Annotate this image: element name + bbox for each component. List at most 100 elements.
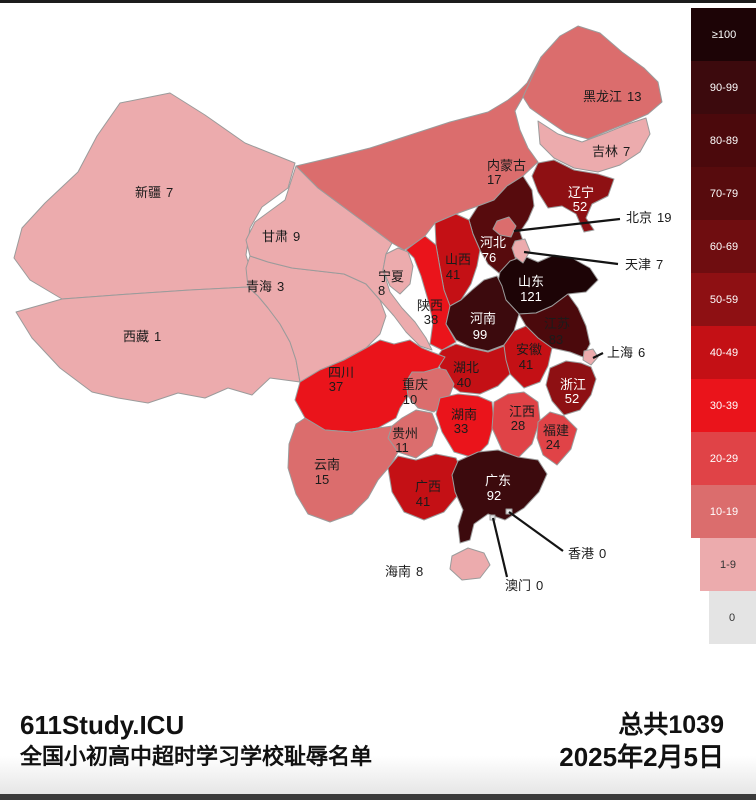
label-liaoning-name: 辽宁: [568, 185, 594, 200]
label-fujian-name: 福建: [543, 423, 569, 438]
legend-swatch-60-69: [691, 220, 756, 273]
legend-swatch-1-9: [700, 538, 756, 591]
label-ningxia-value: 8: [378, 283, 385, 298]
label-zhejiang-name: 浙江: [560, 377, 586, 392]
callout-line-shanghai: [592, 352, 604, 359]
label-guizhou-name: 贵州: [392, 426, 418, 441]
province-shaanxi: [405, 235, 457, 351]
legend-swatch-0: [709, 591, 756, 644]
label-sichuan-name: 四川: [328, 365, 354, 380]
label-yunnan-name: 云南: [314, 457, 340, 472]
legend-swatch-70-79: [691, 167, 756, 220]
label-hubei-name: 湖北: [453, 360, 479, 375]
legend-swatch-40-49: [691, 326, 756, 379]
legend-label-40-49: 40-49: [710, 347, 738, 359]
label-anhui-value: 41: [519, 357, 533, 372]
map-container: 新疆 7 西藏 1 青海 3 甘肃 9 宁夏 8 内蒙古 17 黑龙江 13 吉林 7 辽宁…: [0, 3, 756, 690]
legend-label-gte100: ≥100: [712, 29, 736, 41]
legend-swatch-80-89: [691, 114, 756, 167]
legend-swatch-50-59: [691, 273, 756, 326]
province-shandong: [496, 254, 599, 315]
province-jiangxi: [491, 391, 541, 459]
legend-label-90-99: 90-99: [710, 82, 738, 94]
label-macau: 澳门 0: [505, 578, 543, 593]
legend-swatch-90-99: [691, 61, 756, 114]
label-hebei-name: 河北: [480, 235, 506, 250]
label-ningxia-name: 宁夏: [378, 269, 404, 284]
label-guangdong-value: 92: [487, 488, 501, 503]
label-gansu: 甘肃 9: [262, 229, 300, 244]
label-henan-value: 99: [473, 327, 487, 342]
province-heilongjiang: [522, 25, 663, 140]
callout-line-beijing: [513, 217, 621, 233]
legend-label-10-19: 10-19: [710, 506, 738, 518]
label-guangdong-name: 广东: [485, 473, 511, 488]
province-tianjin: [511, 238, 531, 264]
callout-line-tianjin: [523, 250, 619, 266]
province-ningxia: [382, 247, 414, 295]
province-hainan: [449, 547, 491, 581]
legend-label-0: 0: [729, 612, 735, 624]
label-shanghai: 上海 6: [607, 345, 645, 360]
province-neimenggu: [295, 56, 542, 251]
china-choropleth-map: 新疆 7 西藏 1 青海 3 甘肃 9 宁夏 8 内蒙古 17 黑龙江 13 吉林 7 辽宁…: [13, 8, 756, 644]
page-title: 全国小初高中超时学习学校耻辱名单: [20, 744, 373, 769]
province-beijing: [492, 216, 517, 238]
label-neimenggu-name: 内蒙古: [487, 158, 526, 173]
label-jiangsu-name: 江苏: [544, 316, 570, 331]
legend-label-20-29: 20-29: [710, 453, 738, 465]
label-hunan-value: 33: [454, 421, 468, 436]
label-tianjin: 天津 7: [625, 257, 663, 272]
label-guangxi-name: 广西: [415, 479, 441, 494]
label-hubei-value: 40: [457, 375, 471, 390]
label-shandong-name: 山东: [518, 274, 544, 289]
label-hainan: 海南 8: [385, 564, 423, 579]
label-chongqing-name: 重庆: [402, 377, 428, 392]
label-guangxi-value: 41: [416, 494, 430, 509]
legend-swatch-gte100: [691, 8, 756, 61]
label-fujian-value: 24: [546, 437, 560, 452]
legend-label-60-69: 60-69: [710, 241, 738, 253]
legend-swatch-30-39: [691, 379, 756, 432]
top-edge-bar: [0, 0, 756, 3]
label-henan-name: 河南: [470, 311, 496, 326]
province-liaoning: [531, 159, 615, 233]
label-liaoning-value: 52: [573, 199, 587, 214]
label-yunnan-value: 15: [315, 472, 329, 487]
footer-right: 总共1039 2025年2月5日: [559, 708, 724, 772]
label-shaanxi-value: 38: [424, 312, 438, 327]
label-hunan-name: 湖南: [451, 407, 477, 422]
footer-left: 611Study.ICU 全国小初高中超时学习学校耻辱名单: [20, 708, 372, 772]
label-jiangxi-value: 28: [511, 418, 525, 433]
report-date: 2025年2月5日: [559, 742, 724, 772]
label-tibet: 西藏 1: [123, 329, 161, 344]
callout-line-hongkong: [508, 511, 564, 552]
label-hongkong: 香港 0: [568, 546, 606, 561]
legend-label-70-79: 70-79: [710, 188, 738, 200]
legend-label-80-89: 80-89: [710, 135, 738, 147]
label-shanxi-value: 41: [446, 267, 460, 282]
label-heilongjiang: 黑龙江 13: [583, 89, 641, 104]
label-shaanxi-name: 陕西: [417, 298, 443, 313]
label-jiangsu-value: 83: [549, 332, 563, 347]
province-jilin: [537, 117, 651, 173]
label-qinghai: 青海 3: [246, 279, 284, 294]
province-tibet: [15, 286, 301, 404]
label-shanxi-name: 山西: [445, 252, 471, 267]
label-beijing: 北京 19: [626, 210, 671, 225]
legend-label-30-39: 30-39: [710, 400, 738, 412]
label-zhejiang-value: 52: [565, 391, 579, 406]
province-labels: 新疆 7 西藏 1 青海 3 甘肃 9 宁夏 8 内蒙古 17 黑龙江 13 吉林 7 辽宁…: [123, 89, 671, 593]
legend-swatch-20-29: [691, 432, 756, 485]
legend-swatch-10-19: [691, 485, 756, 538]
province-guangdong: [451, 449, 548, 544]
legend-label-50-59: 50-59: [710, 294, 738, 306]
label-guizhou-value: 11: [395, 440, 409, 455]
label-anhui-name: 安徽: [516, 342, 542, 357]
label-hebei-value: 76: [482, 250, 496, 265]
total-count: 总共1039: [618, 711, 724, 739]
label-sichuan-value: 37: [329, 379, 343, 394]
label-shandong-value: 121: [520, 289, 542, 304]
province-yunnan: [287, 417, 399, 523]
callout-line-macau: [491, 517, 509, 578]
